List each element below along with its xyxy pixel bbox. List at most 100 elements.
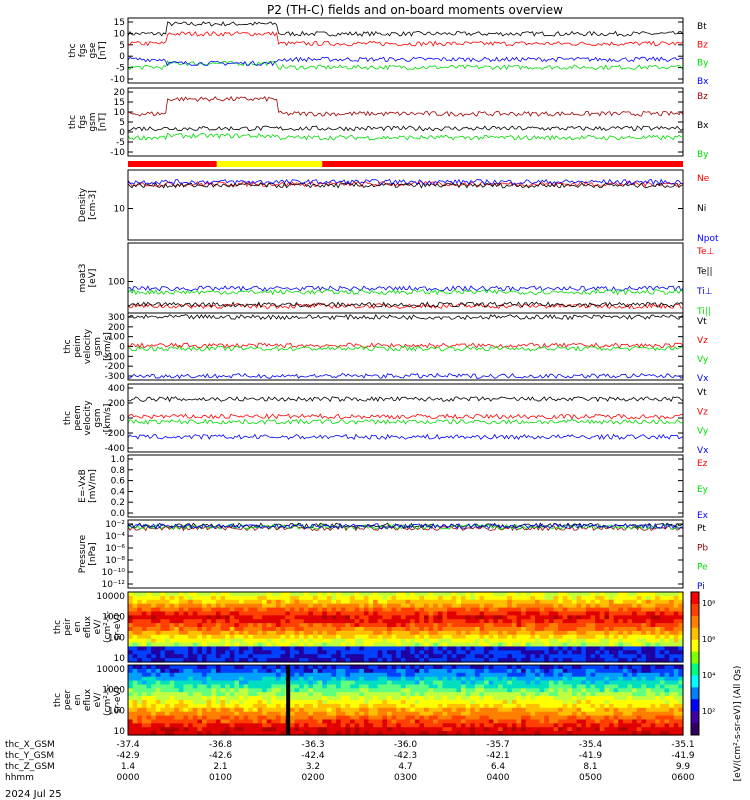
heatmap-cell (243, 731, 249, 736)
heatmap-cell (678, 684, 684, 689)
heatmap-cell (211, 723, 217, 728)
heatmap-cell (387, 703, 393, 709)
heatmap-cell (243, 676, 249, 682)
heatmap-cell (664, 723, 670, 728)
heatmap-cell (474, 627, 481, 632)
heatmap-cell (299, 715, 305, 721)
heatmap-cell (484, 619, 490, 624)
heatmap-cell (377, 727, 383, 732)
heatmap-cell (604, 696, 610, 701)
heatmap-cell (211, 668, 217, 674)
heatmap-cell (544, 715, 550, 721)
heatmap-cell (595, 723, 601, 728)
heatmap-cell (280, 595, 286, 601)
heatmap-cell (618, 611, 624, 616)
heatmap-cell (266, 692, 272, 697)
heatmap-cell (650, 719, 656, 724)
heatmap-cell (280, 680, 286, 686)
heatmap-cell (650, 684, 656, 689)
heatmap-cell (229, 638, 235, 644)
heatmap-cell (363, 668, 370, 674)
heatmap-cell (350, 676, 356, 682)
heatmap-cell (211, 615, 217, 620)
heatmap-cell (336, 592, 342, 597)
heatmap-cell (405, 668, 411, 674)
heatmap-cell (336, 619, 342, 624)
heatmap-cell (609, 595, 615, 601)
heatmap-cell (558, 723, 564, 728)
heatmap-cell (326, 646, 333, 651)
heatmap-cell (488, 672, 494, 678)
xaxis-value: 4.7 (398, 762, 412, 772)
heatmap-cell (507, 692, 513, 697)
heatmap-cell (502, 711, 508, 717)
heatmap-cell (502, 658, 508, 663)
heatmap-cell (641, 684, 647, 689)
heatmap-cell (391, 676, 397, 682)
heatmap-cell (322, 627, 328, 632)
heatmap-cell (544, 727, 550, 732)
heatmap-cell (377, 684, 383, 689)
heatmap-cell (354, 719, 360, 724)
heatmap-cell (428, 672, 434, 678)
heatmap-cell (132, 654, 138, 659)
heatmap-cell (562, 650, 568, 655)
heatmap-cell (465, 665, 471, 670)
heatmap-cell (521, 715, 527, 721)
heatmap-cell (456, 700, 462, 705)
heatmap-cell (128, 715, 134, 721)
heatmap-cell (655, 650, 661, 655)
heatmap-cell (558, 611, 564, 616)
heatmap-cell (618, 623, 624, 628)
heatmap-cell (641, 630, 647, 636)
heatmap-cell (548, 731, 555, 736)
heatmap-cell (632, 650, 638, 655)
heatmap-cell (646, 634, 652, 640)
heatmap-cell (206, 672, 212, 678)
heatmap-cell (197, 642, 203, 648)
heatmap-cell (484, 668, 490, 674)
heatmap-cell (470, 680, 476, 686)
heatmap-cell (178, 634, 185, 640)
heatmap-cell (137, 599, 143, 605)
heatmap-cell (220, 627, 226, 632)
heatmap-cell (604, 646, 610, 651)
heatmap-cell (322, 642, 328, 648)
colorbar-swatch (691, 723, 699, 736)
heatmap-cell (516, 627, 522, 632)
heatmap-cell (146, 615, 152, 620)
heatmap-cell (516, 672, 522, 678)
heatmap-cell (433, 703, 439, 709)
heatmap-cell (225, 603, 231, 609)
heatmap-cell (336, 731, 342, 736)
heatmap-cell (183, 684, 189, 689)
heatmap-cell (313, 711, 319, 717)
heatmap-cell (350, 619, 356, 624)
heatmap-cell (271, 650, 277, 655)
heatmap-cell (595, 692, 601, 697)
heatmap-cell (340, 731, 346, 736)
heatmap-cell (239, 630, 245, 636)
heatmap-cell (229, 654, 235, 659)
heatmap-cell (539, 611, 545, 616)
heatmap-cell (350, 692, 356, 697)
heatmap-cell (183, 615, 189, 620)
heatmap-cell (604, 684, 610, 689)
heatmap-cell (502, 696, 508, 701)
heatmap-cell (627, 665, 633, 670)
heatmap-cell (396, 688, 402, 693)
heatmap-cell (391, 611, 397, 616)
heatmap-cell (169, 607, 175, 613)
heatmap-cell (257, 634, 263, 640)
heatmap-cell (664, 654, 670, 659)
heatmap-cell (326, 592, 333, 597)
heatmap-cell (604, 715, 610, 721)
heatmap-cell (553, 672, 559, 678)
heatmap-cell (289, 599, 296, 605)
heatmap-cell (650, 672, 656, 678)
heatmap-cell (174, 595, 180, 601)
heatmap-cell (308, 623, 314, 628)
heatmap-cell (479, 672, 485, 678)
heatmap-cell (239, 707, 245, 713)
heatmap-cell (474, 595, 481, 601)
